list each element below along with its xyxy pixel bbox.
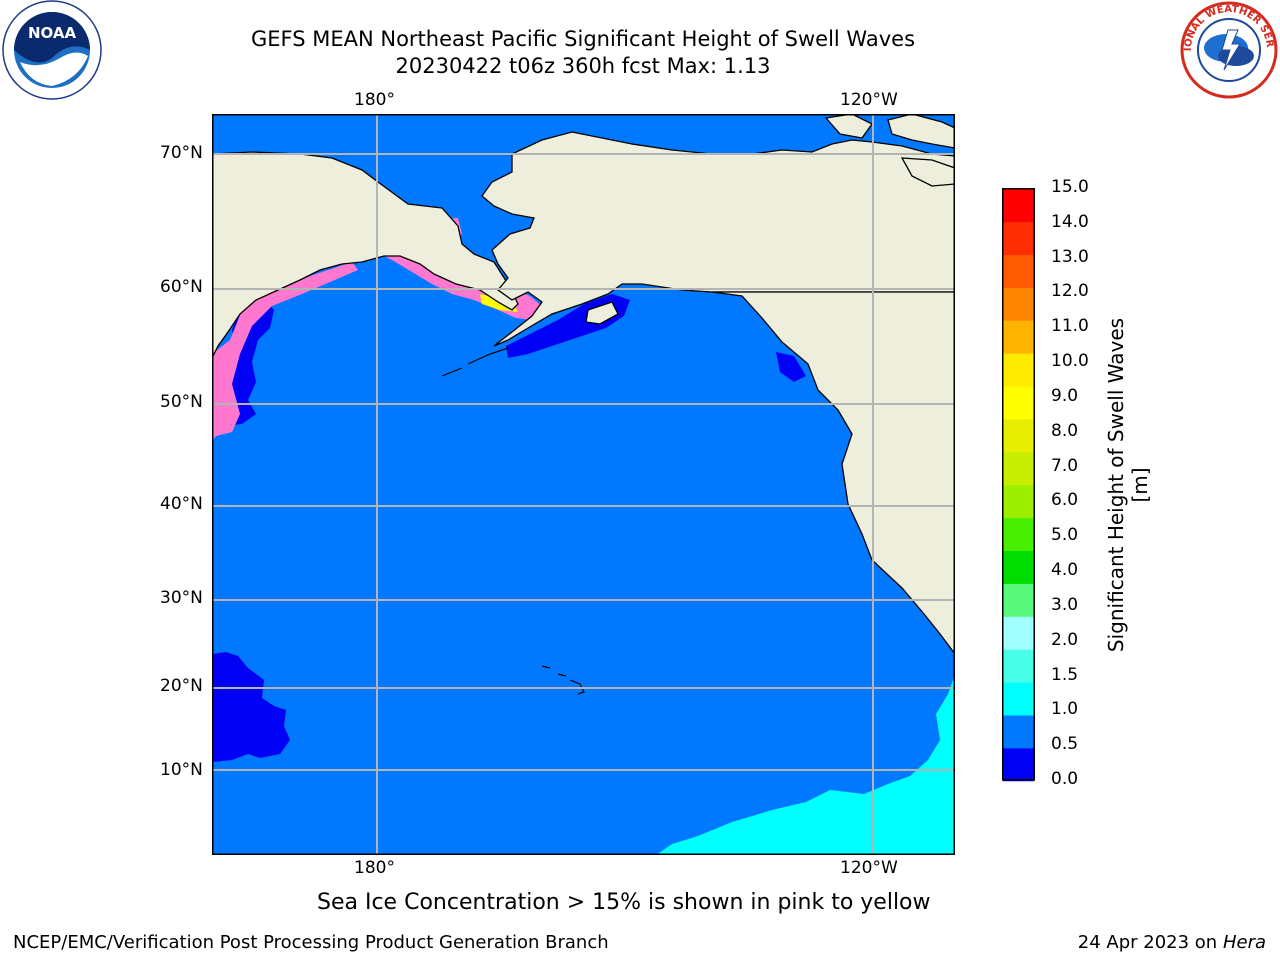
lon-label-top-120w: 120°W — [840, 90, 898, 110]
footer-date: 24 Apr 2023 on Hera — [1078, 932, 1266, 953]
footer-host: Hera — [1222, 932, 1266, 953]
footer-credit: NCEP/EMC/Verification Post Processing Pr… — [13, 932, 609, 953]
colorbar-band — [1002, 188, 1035, 223]
colorbar-tick-label: 12.0 — [1051, 281, 1089, 302]
lat-label-10n: 10°N — [160, 760, 203, 780]
colorbar-band — [1002, 714, 1035, 749]
colorbar-band — [1002, 682, 1035, 716]
lon-label-bottom-180: 180° — [354, 858, 395, 878]
lat-label-20n: 20°N — [160, 676, 203, 696]
footer-date-prefix: 24 Apr 2023 on — [1077, 932, 1223, 953]
colorbar-band — [1002, 386, 1035, 420]
colorbar-band — [1002, 747, 1035, 782]
high-swell-region-south — [656, 674, 955, 855]
lat-label-50n: 50°N — [160, 392, 203, 412]
low-swell-region-bc — [776, 352, 806, 382]
colorbar-tick-label: 9.0 — [1051, 385, 1079, 406]
colorbar-tick-label: 0.5 — [1051, 734, 1079, 755]
land-alaska — [481, 131, 955, 347]
colorbar-tick-label: 1.0 — [1051, 699, 1079, 720]
lat-label-60n: 60°N — [160, 277, 203, 297]
colorbar-tick-label: 5.0 — [1051, 525, 1079, 546]
colorbar-band — [1002, 320, 1035, 354]
colorbar-tick-label: 10.0 — [1051, 351, 1089, 372]
colorbar-band — [1002, 583, 1035, 617]
colorbar-tick-label: 1.5 — [1051, 664, 1079, 685]
colorbar-band — [1002, 451, 1035, 486]
lat-label-40n: 40°N — [160, 494, 203, 514]
low-swell-region-west — [212, 652, 290, 762]
lat-label-70n: 70°N — [160, 143, 203, 163]
land-north-america — [711, 291, 955, 656]
colorbar-band — [1002, 254, 1035, 288]
colorbar-band — [1002, 616, 1035, 650]
lon-label-bottom-120w: 120°W — [840, 858, 898, 878]
map-frame — [212, 114, 955, 855]
sea-ice-note-text: Sea Ice Concentration > 15% is shown in … — [317, 890, 931, 915]
colorbar-band — [1002, 550, 1035, 584]
colorbar-tick-label: 8.0 — [1051, 420, 1079, 441]
lat-label-30n: 30°N — [160, 588, 203, 608]
colorbar-tick-label: 13.0 — [1051, 246, 1089, 267]
colorbar-tick-label: 3.0 — [1051, 594, 1079, 615]
map-panel — [212, 114, 955, 855]
land-aleutians — [441, 347, 509, 377]
colorbar-band — [1002, 221, 1035, 256]
colorbar-tick-label: 14.0 — [1051, 211, 1089, 232]
colorbar-title: Significant Height of Swell Waves [m] — [1104, 317, 1152, 653]
chart-title: GEFS MEAN Northeast Pacific Significant … — [250, 27, 916, 51]
colorbar-tick-label: 7.0 — [1051, 455, 1079, 476]
chart-subtitle: 20230422 t06z 360h fcst Max: 1.13 — [395, 54, 771, 78]
lon-label-top-180: 180° — [354, 90, 395, 110]
colorbar-band — [1002, 287, 1035, 321]
colorbar — [1002, 188, 1035, 782]
colorbar-band — [1002, 418, 1035, 453]
colorbar-tick-label: 4.0 — [1051, 560, 1079, 581]
colorbar-band — [1002, 353, 1035, 387]
colorbar-band — [1002, 484, 1035, 519]
colorbar-band — [1002, 649, 1035, 683]
colorbar-tick-label: 2.0 — [1051, 629, 1079, 650]
land-canada-islands — [824, 114, 955, 187]
colorbar-tick-label: 6.0 — [1051, 490, 1079, 511]
land-kodiak — [585, 301, 619, 325]
colorbar-tick-label: 15.0 — [1051, 177, 1089, 197]
noaa-logo: NOAA — [0, 0, 104, 100]
colorbar-band — [1002, 517, 1035, 552]
nws-logo: NATIONAL WEATHER SERVICE — [1174, 0, 1280, 100]
colorbar-tick-label: 11.0 — [1051, 316, 1089, 337]
noaa-logo-text: NOAA — [28, 24, 77, 42]
colorbar-tick-label: 0.0 — [1051, 769, 1079, 789]
graticule — [212, 114, 955, 855]
